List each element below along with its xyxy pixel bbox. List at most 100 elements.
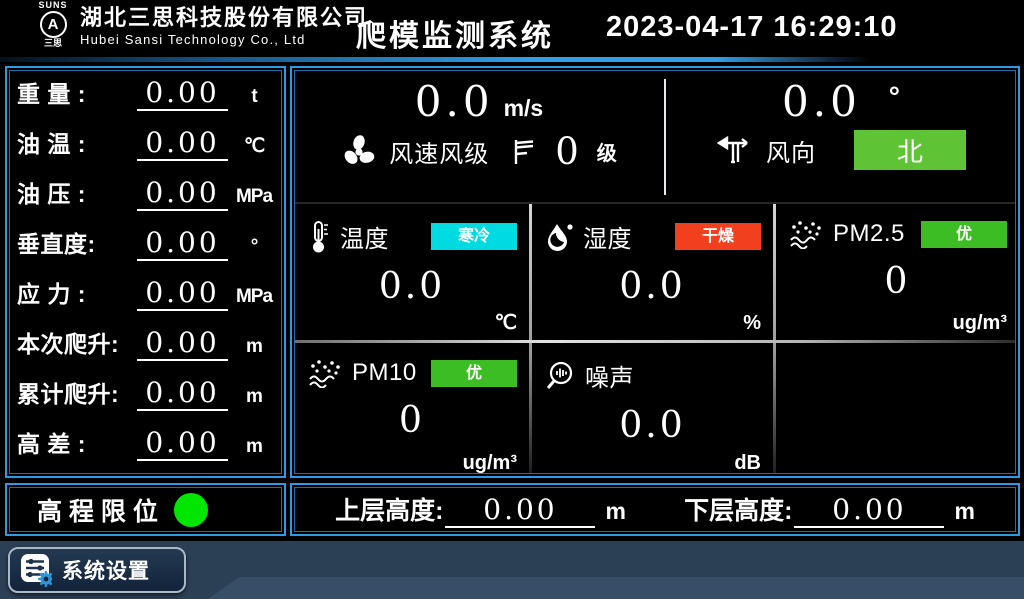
empty-cell [776,343,1019,480]
wind-direction-section: 0.0 ° 风向 北 [667,71,1015,202]
upper-height-value: 0.00 [445,493,596,528]
humidity-status-badge: 干燥 [675,223,761,250]
row-height-diff: 高 差 : 0.00 m [17,425,274,475]
height-diff-label: 高 差 : [17,431,86,457]
row-total-climb: 累计爬升: 0.00 m [17,375,274,425]
row-weight: 重 量 : 0.00 t [17,75,274,125]
stress-label: 应 力 : [17,281,86,307]
environment-panel: 0.0 m/s 风速风级 [290,66,1020,478]
pm25-label: PM2.5 [833,220,905,247]
grid-divider-v2 [773,204,776,473]
pm10-label: PM10 [352,359,417,386]
elevation-status-indicator [173,492,208,527]
humidity-unit: % [743,312,761,334]
wind-direction-label: 风向 [766,139,816,167]
wind-level-flag-icon [511,137,537,167]
system-settings-label: 系统设置 [62,560,150,583]
lower-height-group: 下层高度: 0.00 m [655,491,1004,528]
wind-speed-unit: m/s [503,95,544,121]
height-diff-value: 0.00 [137,426,228,461]
verticality-label: 垂直度: [17,231,96,257]
pm10-status-badge: 优 [431,359,517,387]
current-climb-label: 本次爬升: [17,331,120,357]
weight-label: 重 量 : [17,81,86,107]
row-oil-temp: 油 温 : 0.00 ℃ [17,125,274,175]
oil-pressure-value: 0.00 [137,176,228,211]
row-stress: 应 力 : 0.00 MPa [17,275,274,325]
upper-height-unit: m [605,498,626,524]
layer-heights-panel: 上层高度: 0.00 m 下层高度: 0.00 m [290,483,1020,536]
lower-height-label: 下层高度: [684,497,793,525]
temperature-value: 0.0 [378,266,446,307]
temperature-unit: ℃ [494,312,517,334]
oil-pressure-unit: MPa [235,186,273,207]
wind-level-value: 0 [555,130,579,173]
wind-section-divider [664,79,666,195]
dust-icon [307,358,343,388]
stress-value: 0.00 [137,276,228,311]
wind-speed-section: 0.0 m/s 风速风级 [295,71,663,202]
oil-temp-value: 0.00 [137,126,228,161]
fan-icon [341,134,377,170]
total-climb-unit: m [246,386,263,407]
humidity-value: 0.0 [619,266,686,307]
temperature-label: 温度 [340,226,389,253]
lower-height-unit: m [954,498,975,524]
elevation-limit-label: 高 程 限 位 [37,497,158,526]
noise-value: 0.0 [619,405,686,446]
stress-unit: MPa [235,286,273,307]
system-settings-button[interactable]: 系统设置 [8,547,186,593]
footer-diagonal-accent [208,577,1024,599]
oil-pressure-label: 油 压 : [17,181,86,207]
droplet-icon [544,221,574,253]
wind-level-unit: 级 [596,143,617,165]
row-current-climb: 本次爬升: 0.00 m [17,325,274,375]
verticality-unit: ° [250,236,259,257]
company-name: 湖北三思科技股份有限公司 Hubei Sansi Technology Co.,… [80,5,368,48]
company-logo: SUNS A 三思 [29,1,77,48]
oil-temp-label: 油 温 : [17,131,86,157]
wind-direction-unit: ° [888,81,900,112]
current-climb-unit: m [246,336,263,357]
lower-height-value: 0.00 [794,493,945,528]
noise-unit: dB [734,452,761,474]
wind-direction-display[interactable]: 北 [854,130,966,170]
total-climb-value: 0.00 [137,376,228,411]
logo-sansi-text: 三思 [43,38,62,48]
weight-unit: t [251,86,257,107]
height-diff-unit: m [246,436,263,457]
grid-divider-h1 [295,340,1015,343]
grid-divider-v1 [529,204,532,473]
upper-height-group: 上层高度: 0.00 m [306,491,655,528]
verticality-value: 0.00 [137,226,228,261]
company-name-cn: 湖北三思科技股份有限公司 [80,5,369,30]
current-climb-value: 0.00 [137,326,228,361]
thermometer-icon [307,220,331,254]
row-oil-pressure: 油 压 : 0.00 MPa [17,175,274,225]
weight-value: 0.00 [137,76,228,111]
datetime-display: 2023-04-17 16:29:10 [606,11,898,43]
wind-direction-value: 0.0 [782,77,861,126]
page-title: 爬模监测系统 [356,20,554,53]
noise-icon [544,360,576,392]
wind-speed-value: 0.0 [414,77,494,126]
pm10-value: 0 [399,400,425,441]
pm25-value: 0 [884,261,911,302]
row-verticality: 垂直度: 0.00 ° [17,225,274,275]
dust-icon [788,219,824,249]
wind-speed-label: 风速风级 [389,141,490,168]
oil-temp-unit: ℃ [243,136,265,157]
total-climb-label: 累计爬升: [17,381,120,407]
elevation-limit-panel: 高 程 限 位 [5,483,286,536]
pm25-status-badge: 优 [921,220,1007,248]
temperature-cell: 温度 寒冷 0.0 ℃ [295,204,529,340]
upper-height-label: 上层高度: [335,497,444,525]
temperature-status-badge: 寒冷 [431,223,517,250]
settings-sliders-gear-icon [20,553,52,587]
pm25-unit: ug/m³ [952,312,1007,334]
company-name-en: Hubei Sansi Technology Co., Ltd [80,32,306,48]
logo-suns-text: SUNS [38,0,68,10]
measurement-panel: 重 量 : 0.00 t 油 温 : 0.00 ℃ 油 压 : 0.00 MPa… [5,66,286,478]
grid-divider-top [295,202,1015,204]
